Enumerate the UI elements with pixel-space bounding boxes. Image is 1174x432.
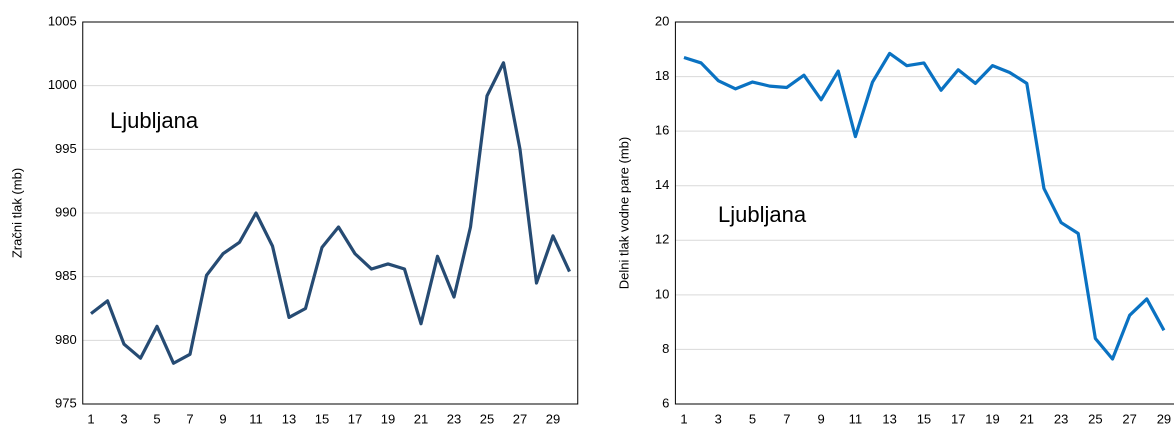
x-tick-label: 27 <box>1122 411 1136 426</box>
y-tick-label: 990 <box>55 204 77 219</box>
annotation: Ljubljana <box>110 108 199 133</box>
x-tick-label: 3 <box>120 411 127 426</box>
y-tick-label: 1000 <box>48 77 77 92</box>
y-tick-label: 18 <box>655 68 669 83</box>
x-tick-label: 21 <box>1020 411 1034 426</box>
y-axis-label: Delni tlak vodne pare (mb) <box>616 137 631 289</box>
x-tick-label: 19 <box>381 411 395 426</box>
x-tick-label: 9 <box>817 411 824 426</box>
y-tick-label: 8 <box>662 341 669 356</box>
data-line <box>90 61 571 365</box>
x-tick-label: 23 <box>447 411 461 426</box>
x-tick-label: 19 <box>985 411 999 426</box>
x-tick-label: 27 <box>513 411 527 426</box>
x-tick-label: 9 <box>219 411 226 426</box>
x-tick-label: 29 <box>1157 411 1171 426</box>
x-tick-label: 15 <box>917 411 931 426</box>
y-tick-label: 12 <box>655 232 669 247</box>
plot-frame <box>82 21 579 405</box>
y-tick-label: 995 <box>55 141 77 156</box>
y-tick-label: 10 <box>655 286 669 301</box>
x-tick-label: 13 <box>882 411 896 426</box>
x-tick-label: 3 <box>715 411 722 426</box>
x-tick-label: 17 <box>348 411 362 426</box>
x-tick-label: 17 <box>951 411 965 426</box>
x-tick-label: 29 <box>546 411 560 426</box>
x-tick-label: 13 <box>282 411 296 426</box>
x-tick-label: 15 <box>315 411 329 426</box>
x-tick-label: 1 <box>87 411 94 426</box>
y-tick-label: 6 <box>662 395 669 410</box>
annotation: Ljubljana <box>718 202 807 227</box>
y-tick-label: 1005 <box>48 13 77 28</box>
x-tick-label: 7 <box>783 411 790 426</box>
x-tick-label: 11 <box>249 411 263 426</box>
plot-frame <box>674 21 1174 405</box>
x-tick-label: 7 <box>186 411 193 426</box>
x-tick-label: 25 <box>1088 411 1102 426</box>
x-tick-label: 5 <box>153 411 160 426</box>
x-tick-label: 21 <box>414 411 428 426</box>
x-tick-label: 5 <box>749 411 756 426</box>
y-tick-label: 16 <box>655 123 669 138</box>
data-line <box>683 51 1166 361</box>
x-tick-label: 1 <box>680 411 687 426</box>
x-tick-label: 25 <box>480 411 494 426</box>
y-tick-label: 985 <box>55 268 77 283</box>
x-tick-label: 23 <box>1054 411 1068 426</box>
y-tick-label: 975 <box>55 395 77 410</box>
y-axis-label: Zračni tlak (mb) <box>9 168 24 258</box>
y-tick-label: 14 <box>655 177 669 192</box>
y-tick-label: 20 <box>655 13 669 28</box>
y-tick-label: 980 <box>55 332 77 347</box>
x-tick-label: 11 <box>849 411 863 426</box>
